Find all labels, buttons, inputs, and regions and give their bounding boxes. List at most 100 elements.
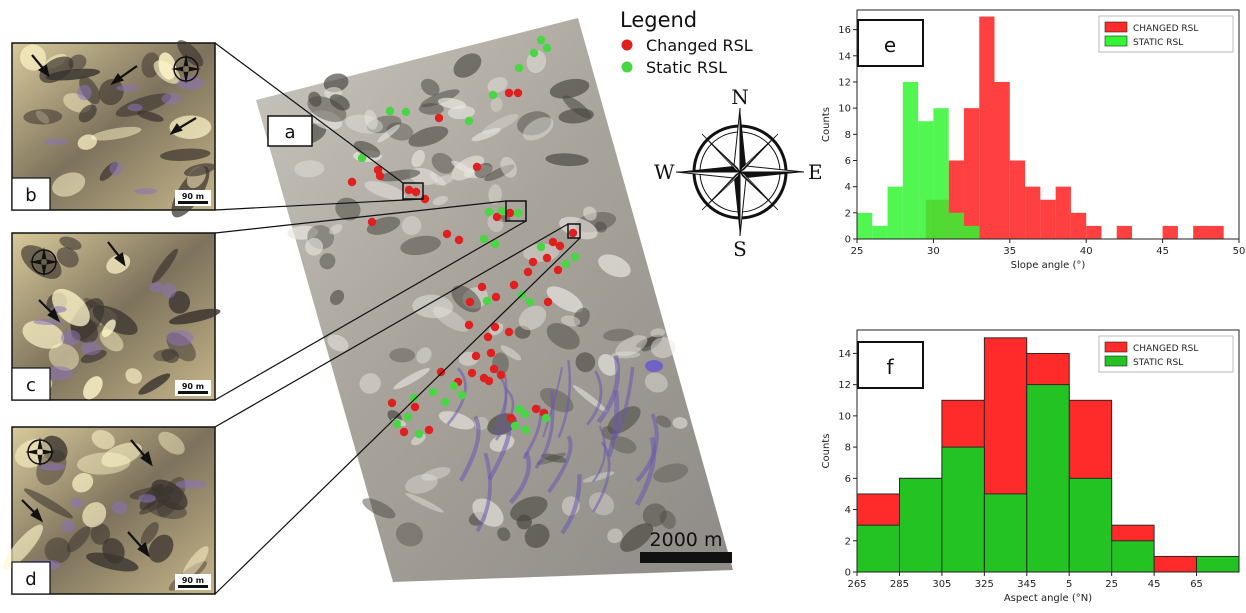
terrain-streak	[487, 426, 512, 481]
terrain-patch	[594, 221, 607, 233]
static-bar	[898, 477, 943, 573]
y-tick-label: 12	[838, 380, 851, 391]
x-tick-label: 305	[932, 579, 951, 590]
changed-rsl-marker	[568, 228, 578, 238]
x-tick-label: 50	[1233, 246, 1246, 257]
terrain-patch	[307, 96, 347, 122]
inset-d-compass-icon	[25, 437, 55, 467]
terrain-patch	[432, 196, 449, 206]
inset-arrows	[21, 54, 197, 558]
inset-terrain-patch	[162, 283, 177, 299]
inset-d-scale-label: 90 m	[182, 576, 204, 585]
static-rsl-marker	[541, 413, 551, 423]
legend-title: Legend	[620, 8, 697, 32]
changed-bar	[994, 81, 1010, 239]
inset-terrain-patch	[175, 479, 207, 489]
y-tick-label: 4	[845, 182, 851, 193]
terrain-patch	[672, 417, 688, 429]
inset-terrain-patch	[140, 521, 159, 546]
changed-rsl-marker	[548, 237, 558, 247]
inset-terrain-patch	[102, 319, 116, 338]
static-bar	[872, 225, 888, 239]
inset-terrain-patch	[44, 537, 71, 564]
terrain-patch	[607, 528, 623, 544]
terrain-patch	[615, 335, 648, 357]
static-rsl-marker	[521, 425, 531, 435]
terrain-patch	[497, 527, 511, 542]
terrain-patch	[573, 307, 590, 327]
y-tick-label: 6	[845, 474, 851, 485]
static-rsl-marker	[561, 259, 571, 269]
inset-terrain-patch	[101, 442, 142, 468]
inset-terrain-patch	[23, 488, 73, 519]
terrain-patch	[522, 117, 554, 141]
legend-static-label: Static RSL	[646, 58, 727, 77]
changed-rsl-marker	[434, 113, 444, 123]
inset-terrain-patch	[82, 502, 107, 528]
terrain-patch	[420, 78, 440, 96]
terrain-patch	[620, 523, 654, 552]
static-rsl-marker	[409, 393, 419, 403]
terrain-patch	[412, 294, 454, 319]
static-rsl-marker	[449, 381, 459, 391]
inset-terrain-patch	[169, 308, 221, 325]
terrain-patch	[575, 352, 596, 373]
changed-bar	[1153, 555, 1198, 573]
changed-rsl-marker	[523, 267, 533, 277]
inset-terrain-patch	[22, 320, 65, 349]
panel-e-label: e	[884, 33, 896, 57]
terrain-patch	[488, 184, 502, 205]
terrain-patch	[516, 514, 532, 530]
inset-terrain-patch	[66, 526, 91, 553]
x-tick-label: 45	[1156, 246, 1169, 257]
terrain-patch	[421, 467, 451, 481]
terrain-patch	[294, 160, 325, 178]
changed-rsl-marker	[490, 322, 500, 332]
terrain-patch	[329, 94, 350, 111]
plot-frame	[856, 329, 1240, 573]
inset-terrain-patch	[61, 519, 75, 533]
terrain-streak	[534, 390, 555, 470]
y-tick-label: 6	[845, 156, 851, 167]
terrain-streak	[542, 367, 564, 438]
terrain-patch	[560, 315, 581, 327]
panel-c-label: c	[26, 375, 36, 396]
terrain-patch	[305, 237, 324, 256]
terrain-patch	[500, 345, 522, 361]
changed-rsl-marker	[542, 253, 552, 263]
inset-terrain-patch	[52, 172, 86, 197]
inset-c-scale-label: 90 m	[182, 382, 204, 391]
changed-bar	[1025, 186, 1041, 239]
static-bar	[941, 446, 985, 573]
changed-rsl-marker	[553, 265, 563, 275]
zoom-box-c	[505, 200, 527, 222]
changed-rsl-marker	[496, 370, 506, 380]
inset-terrain-patch	[115, 93, 172, 117]
terrain-streak	[586, 370, 603, 426]
compass-e: E	[808, 160, 823, 184]
inset-terrain-patch	[39, 463, 67, 471]
y-tick-label: 2	[845, 208, 851, 219]
terrain-patch	[472, 498, 504, 527]
inset-terrain-patch	[90, 126, 142, 141]
inset-terrain-patch	[139, 496, 172, 515]
inset-terrain-patch	[76, 452, 131, 475]
panel-d-label: d	[25, 569, 36, 590]
terrain-patch	[524, 523, 550, 548]
terrain-patch	[308, 91, 322, 107]
inset-terrain-patch	[106, 254, 131, 274]
terrain-patch	[323, 73, 349, 93]
changed-rsl-marker	[436, 367, 446, 377]
terrain-patch	[490, 97, 503, 113]
changed-rsl-marker	[486, 348, 496, 358]
y-tick-label: 16	[838, 25, 851, 36]
inset-terrain-patch	[72, 472, 94, 493]
terrain-streak	[475, 452, 492, 533]
static-rsl-marker	[479, 234, 489, 244]
map-legend: Legend Changed RSL Static RSL	[620, 8, 753, 77]
terrain-patch	[353, 140, 381, 158]
changed-bar	[1040, 199, 1056, 239]
inset-b-scale-label: 90 m	[182, 192, 204, 201]
changed-rsl-marker	[465, 297, 475, 307]
x-tick-label: 30	[927, 246, 940, 257]
